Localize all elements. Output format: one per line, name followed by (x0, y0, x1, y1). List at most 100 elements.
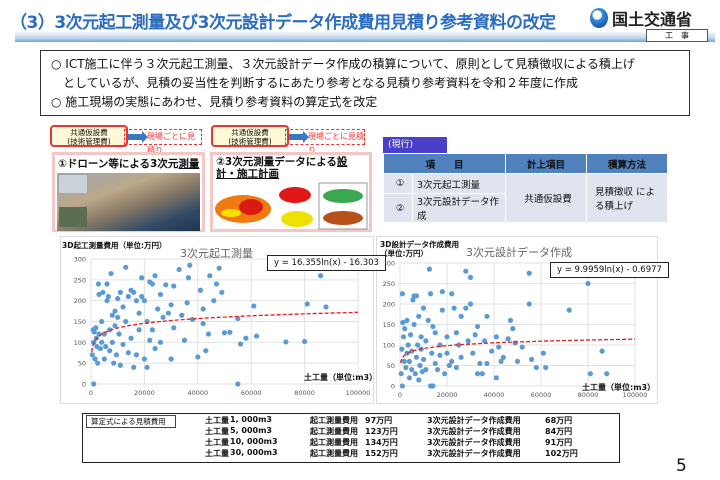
chart2-ylabel: 3D設計データ作成費用（単位:万円） (380, 240, 459, 258)
y-tick-label: 100 (74, 339, 86, 347)
data-point (585, 280, 591, 287)
summary-box: ○ ICT施工に伴う３次元起工測量、３次元設計データ作成の積算について、原則とし… (40, 50, 690, 116)
data-point (171, 325, 177, 331)
estimate-survey-label: 起工測量費用 (310, 438, 358, 447)
data-point (185, 275, 192, 281)
data-point (543, 364, 549, 371)
data-point (430, 323, 436, 330)
callout-common-cost-2: 共通仮設費 (技術管理費) (211, 125, 289, 147)
data-point (89, 352, 95, 358)
data-point (95, 360, 101, 366)
data-point (157, 291, 164, 298)
data-point (152, 345, 158, 352)
data-point (147, 337, 153, 343)
y-tick-label: 300 (383, 260, 395, 268)
data-point (155, 306, 161, 312)
data-point (139, 275, 145, 281)
x-tick-label: 60000 (241, 389, 262, 397)
data-point (219, 289, 225, 295)
y-tick-label: 150 (383, 321, 395, 329)
data-point (442, 371, 448, 377)
data-point (406, 358, 412, 364)
data-point (251, 303, 257, 309)
data-point (402, 326, 408, 332)
estimate-design: 102万円 (545, 449, 578, 458)
data-point (498, 358, 504, 364)
summary-line: としているが、見積の妥当性を判断するにあたり参考となる見積り参考資料を令和２年度… (51, 76, 579, 90)
y-tick-label: 0 (391, 383, 395, 391)
y-tick-label: 50 (387, 362, 395, 370)
data-point (427, 291, 434, 297)
mlit-emblem-icon (590, 8, 608, 28)
data-point (123, 318, 129, 325)
estimate-survey: 152万円 (365, 449, 398, 458)
data-point (398, 371, 404, 377)
data-point (453, 330, 459, 336)
estimate-survey-label: 起工測量費用 (310, 416, 358, 425)
y-tick-label: 150 (74, 318, 86, 326)
data-point (133, 298, 139, 304)
data-point (451, 305, 457, 311)
data-point (109, 339, 115, 345)
data-point (413, 354, 420, 360)
data-point (136, 327, 142, 333)
data-point (318, 273, 324, 279)
data-point (184, 300, 190, 306)
data-point (566, 307, 572, 313)
data-point (168, 356, 174, 362)
data-point (465, 338, 471, 344)
data-point (123, 264, 129, 270)
data-point (160, 314, 166, 320)
x-tick-label: 80000 (578, 391, 599, 399)
estimate-volume: 5, 000m3 (230, 426, 272, 435)
data-point (108, 270, 114, 277)
y-tick-label: 200 (383, 301, 395, 309)
data-point (413, 293, 420, 299)
category-tag: 工 事 (646, 29, 708, 42)
table-row: ② 3次元設計データ作成 (384, 194, 667, 222)
data-point (407, 332, 414, 338)
data-point (131, 289, 137, 295)
estimate-volume: 1, 000m3 (230, 415, 272, 424)
data-point (115, 295, 121, 302)
data-point (109, 312, 115, 318)
y-tick-label: 200 (74, 297, 86, 305)
data-point (399, 291, 405, 297)
data-point (417, 362, 423, 369)
data-point (444, 334, 450, 340)
data-point (117, 289, 123, 295)
data-point (227, 329, 233, 335)
col-header: 項 目 (384, 154, 505, 173)
data-point (412, 371, 418, 377)
data-point (103, 343, 109, 350)
data-point (136, 310, 142, 316)
data-point (477, 360, 483, 367)
chart2-equation: y = 9.9959ln(x) - 0.6977 (550, 262, 669, 278)
data-point (430, 383, 436, 389)
y-tick-label: 300 (74, 256, 86, 264)
data-point (533, 364, 539, 371)
data-point (604, 371, 610, 377)
data-point (93, 325, 99, 331)
data-point (474, 323, 481, 330)
drone-survey-photo (57, 173, 200, 231)
data-point (149, 327, 156, 333)
data-point (179, 312, 185, 318)
x-tick-label: 80000 (294, 389, 315, 397)
data-point (157, 339, 164, 345)
estimate-volume-label: 土工量 (205, 449, 229, 458)
summary-line: ○ 施工現場の実態にあわせ、見積り参考資料の算定式を改定 (51, 95, 378, 109)
data-point (529, 356, 535, 362)
data-point (423, 367, 429, 373)
data-point (99, 339, 105, 345)
data-point (446, 362, 452, 369)
data-point (432, 330, 438, 336)
data-point (323, 304, 329, 310)
data-point (95, 281, 102, 287)
data-point (420, 356, 427, 362)
data-point (467, 301, 474, 307)
data-point (437, 352, 443, 358)
data-point (144, 364, 150, 370)
data-point (304, 301, 310, 307)
